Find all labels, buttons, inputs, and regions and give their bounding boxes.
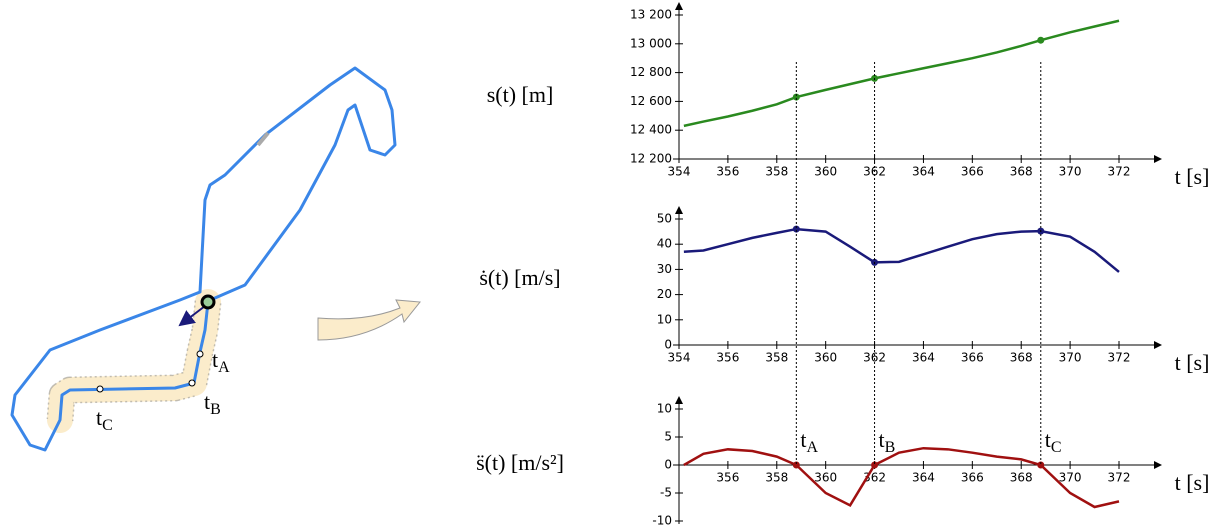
marker-point (792, 225, 800, 233)
y-axis-label: s̈(t) [m/s²] (476, 450, 564, 475)
label-sub: C (102, 417, 113, 434)
label-base: t (204, 389, 210, 414)
y-tick-label: 5 (664, 430, 672, 444)
x-tick-label: 356 (716, 471, 739, 485)
y-tick-label: 12 600 (630, 94, 672, 108)
y-axis-label: ṡ(t) [m/s] (479, 265, 560, 290)
annotation: tA (800, 427, 818, 456)
x-tick-label: 370 (1059, 165, 1082, 179)
label-sub: A (218, 359, 230, 376)
direction-arrow (178, 305, 206, 327)
x-tick-label: 354 (668, 165, 691, 179)
x-tick-label: 364 (912, 351, 935, 365)
y-tick-label: 30 (657, 262, 672, 276)
y-tick-label: 13 200 (630, 8, 672, 22)
x-tick-label: 366 (961, 165, 984, 179)
x-tick-label: 362 (863, 351, 886, 365)
y-tick-label: 40 (657, 237, 672, 251)
marker-point (792, 93, 800, 101)
x-tick-label: 372 (1108, 471, 1131, 485)
annotation-base: t (1045, 427, 1051, 452)
track (10, 66, 397, 452)
x-tick-label: 370 (1059, 471, 1082, 485)
car (200, 294, 216, 310)
transition-arrow (317, 299, 421, 341)
x-tick-label: 354 (668, 351, 691, 365)
y-tick-label: 0 (664, 458, 672, 472)
y-tick-label: -5 (660, 486, 672, 500)
start-line (256, 131, 270, 147)
y-tick-label: 10 (657, 312, 672, 326)
x-tick-label: 372 (1108, 351, 1131, 365)
y-tick-label: -10 (652, 514, 672, 528)
label-base: t (96, 405, 102, 430)
label-sub: B (210, 401, 221, 418)
charts: 12 200 12 400 12 600 12 800 13 000 13 200 354 3… (476, 2, 1210, 528)
x-tick-label: 360 (814, 165, 837, 179)
x-tick-label: 368 (1010, 165, 1033, 179)
annotation: tB (879, 427, 896, 456)
point-a (196, 350, 204, 358)
y-tick-label: 12 800 (630, 65, 672, 79)
x-tick-label: 358 (765, 165, 788, 179)
x-tick-label: 360 (814, 351, 837, 365)
y-tick-label: 12 400 (630, 123, 672, 137)
x-tick-label: 356 (716, 165, 739, 179)
annotation: tC (1045, 427, 1062, 456)
y-tick-label: 13 000 (630, 36, 672, 50)
y-tick-label: 10 (657, 402, 672, 416)
series-line (683, 227, 1120, 273)
x-tick-label: 356 (716, 351, 739, 365)
x-tick-label: 358 (765, 351, 788, 365)
x-tick-label: 364 (912, 165, 935, 179)
marker-point (1037, 461, 1045, 469)
x-tick-label: 364 (912, 471, 935, 485)
label-base: t (212, 347, 218, 372)
annotation-base: t (879, 427, 885, 452)
y-tick-label: 50 (657, 212, 672, 226)
x-axis-label: t [s] (1175, 164, 1210, 189)
series-line (683, 19, 1120, 128)
x-tick-label: 372 (1108, 165, 1131, 179)
x-axis-label: t [s] (1175, 470, 1210, 495)
x-tick-label: 358 (765, 471, 788, 485)
y-tick-label: 0 (664, 338, 672, 352)
annotation-base: t (800, 427, 806, 452)
y-tick-label: 20 (657, 287, 672, 301)
y-axis-label: s(t) [m] (487, 82, 554, 107)
annotation-sub: C (1051, 439, 1062, 456)
annotation-sub: B (885, 439, 896, 456)
marker-point (1037, 36, 1045, 44)
y-tick-label: 12 200 (630, 152, 672, 166)
track-label: tC (96, 405, 113, 434)
point-b (188, 379, 196, 387)
x-axis-label: t [s] (1175, 350, 1210, 375)
series-line (683, 446, 1120, 509)
x-tick-label: 360 (814, 471, 837, 485)
x-tick-label: 370 (1059, 351, 1082, 365)
x-tick-label: 368 (1010, 471, 1033, 485)
track-map: tA tB tC (10, 66, 397, 452)
marker-point (792, 461, 800, 469)
x-tick-label: 366 (961, 351, 984, 365)
track-label: tA (212, 347, 230, 376)
marker-point (871, 461, 879, 469)
x-tick-label: 366 (961, 471, 984, 485)
track-label: tB (204, 389, 221, 418)
x-tick-label: 368 (1010, 351, 1033, 365)
point-c (96, 385, 104, 393)
annotation-sub: A (806, 439, 818, 456)
